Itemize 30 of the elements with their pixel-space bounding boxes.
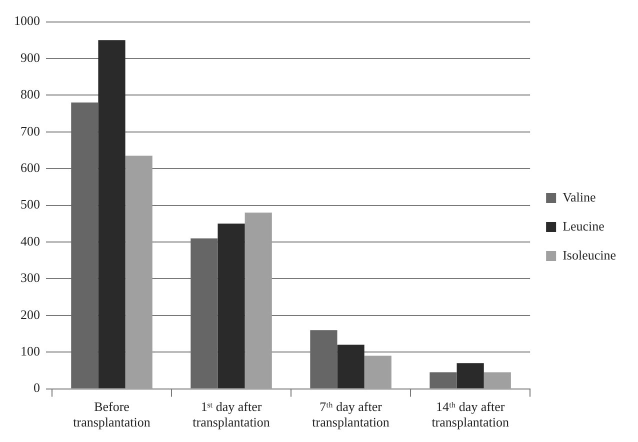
y-tick-label: 200	[20, 306, 40, 322]
x-tick-label: 7ᵗʰ day after transplantation	[312, 399, 390, 430]
y-tick-label: 900	[20, 50, 40, 65]
bar	[364, 356, 392, 388]
y-tick-label: 0	[34, 380, 40, 396]
x-tick-label: Before transplantation	[73, 399, 151, 430]
y-tick-label: 600	[20, 160, 40, 176]
y-tick-label: 100	[20, 344, 40, 359]
legend-label: Leucine	[562, 218, 605, 234]
bar	[71, 102, 98, 388]
bar	[456, 363, 484, 388]
bar	[484, 372, 511, 388]
bar	[98, 40, 126, 388]
bar	[430, 372, 457, 388]
bar	[190, 238, 218, 388]
bar	[337, 344, 364, 388]
bar	[244, 212, 272, 388]
legend-label: Isoleucine	[562, 247, 616, 262]
y-tick-label: 800	[20, 86, 40, 102]
x-tick-label: 14ᵗʰ day after transplantation	[432, 399, 510, 430]
y-tick-label: 1000	[14, 13, 40, 28]
legend-label: Valine	[562, 189, 596, 204]
bar	[218, 224, 245, 388]
x-tick-label: 1ˢᵗ day after transplantation	[192, 399, 270, 430]
y-tick-label: 400	[20, 233, 40, 248]
y-tick-label: 500	[20, 196, 40, 212]
y-tick-label: 700	[20, 123, 40, 138]
y-tick-label: 300	[20, 270, 40, 286]
bar	[125, 156, 152, 388]
bar	[310, 330, 338, 388]
